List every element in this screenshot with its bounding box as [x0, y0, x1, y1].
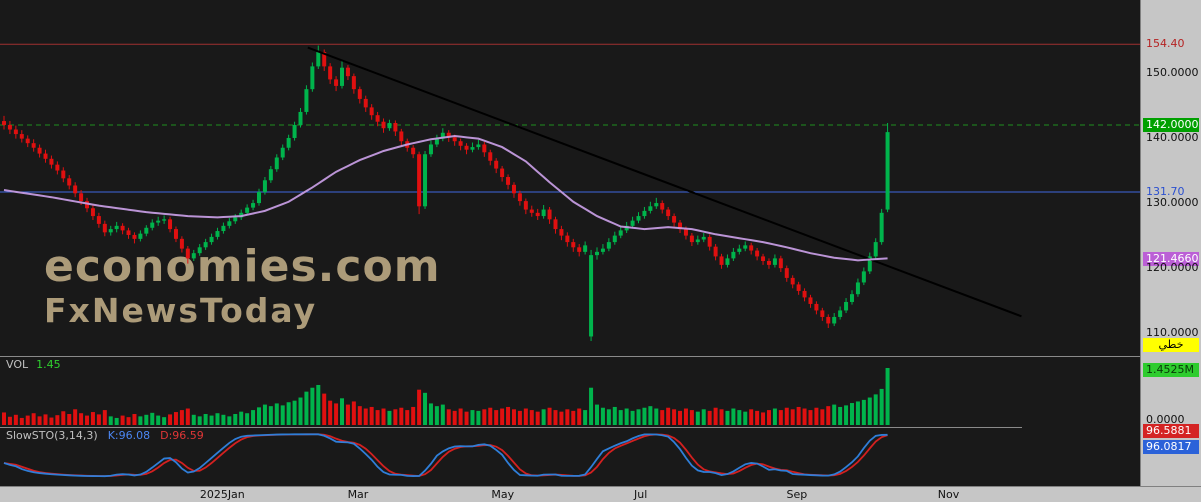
volume-canvas[interactable] — [0, 357, 1140, 427]
price-axis-label: 154.40 — [1146, 37, 1185, 50]
time-axis-label: Mar — [347, 488, 369, 501]
stochastic-pane[interactable]: SlowSTO(3,14,3) K:96.08 D:96.59 — [0, 428, 1140, 485]
stochastic-indicator-header: SlowSTO(3,14,3) K:96.08 D:96.59 — [6, 429, 204, 442]
volume-axis-label: 1.4525M — [1143, 363, 1199, 377]
price-axis-label: 131.70 — [1146, 185, 1185, 198]
time-axis-label: May — [491, 488, 515, 501]
price-axis-label: 121.4660 — [1143, 252, 1199, 266]
price-scale[interactable]: 154.40 150.0000 142.0000 140.0000 131.70 130.… — [1140, 0, 1201, 486]
stoch-axis-label: 96.0817 — [1143, 440, 1199, 454]
pane-divider — [0, 356, 1201, 357]
pane-divider — [0, 427, 1022, 428]
time-scale[interactable]: 2025Jan Mar May Jul Sep Nov — [0, 486, 1201, 502]
volume-current-value: 1.45 — [36, 358, 61, 371]
price-axis-label: 120.0000 — [1146, 261, 1199, 274]
stoch-axis-label: 96.5881 — [1143, 424, 1199, 438]
volume-pane[interactable]: VOL 1.45 — [0, 357, 1140, 427]
candlestick-canvas[interactable] — [0, 0, 1140, 356]
stochastic-label: SlowSTO(3,14,3) — [6, 429, 98, 442]
price-axis-label: 140.0000 — [1146, 131, 1199, 144]
price-axis-label: 130.0000 — [1146, 196, 1199, 209]
stochastic-d-value: D:96.59 — [160, 429, 204, 442]
watermark-subbrand: FxNewsToday — [44, 291, 318, 331]
volume-axis-label: 0.0000 — [1146, 413, 1185, 426]
chart-type-badge[interactable]: خطي — [1143, 338, 1199, 352]
time-axis-label: 2025Jan — [199, 488, 245, 501]
stochastic-k-value: K:96.08 — [107, 429, 151, 442]
time-axis-label: Sep — [786, 488, 808, 501]
volume-label: VOL — [6, 358, 29, 371]
price-axis-label: 110.0000 — [1146, 326, 1199, 339]
price-pane[interactable]: economies.com FxNewsToday — [0, 0, 1140, 356]
watermark-brand: economies.com — [44, 241, 441, 292]
time-axis-label: Jul — [634, 488, 648, 501]
time-axis-label: Nov — [937, 488, 960, 501]
watermark: economies.com FxNewsToday — [44, 241, 441, 331]
price-axis-label: 150.0000 — [1146, 66, 1199, 79]
volume-indicator-header: VOL 1.45 — [6, 358, 61, 371]
price-axis-label: 142.0000 — [1143, 118, 1199, 132]
stochastic-canvas[interactable] — [0, 428, 1140, 485]
